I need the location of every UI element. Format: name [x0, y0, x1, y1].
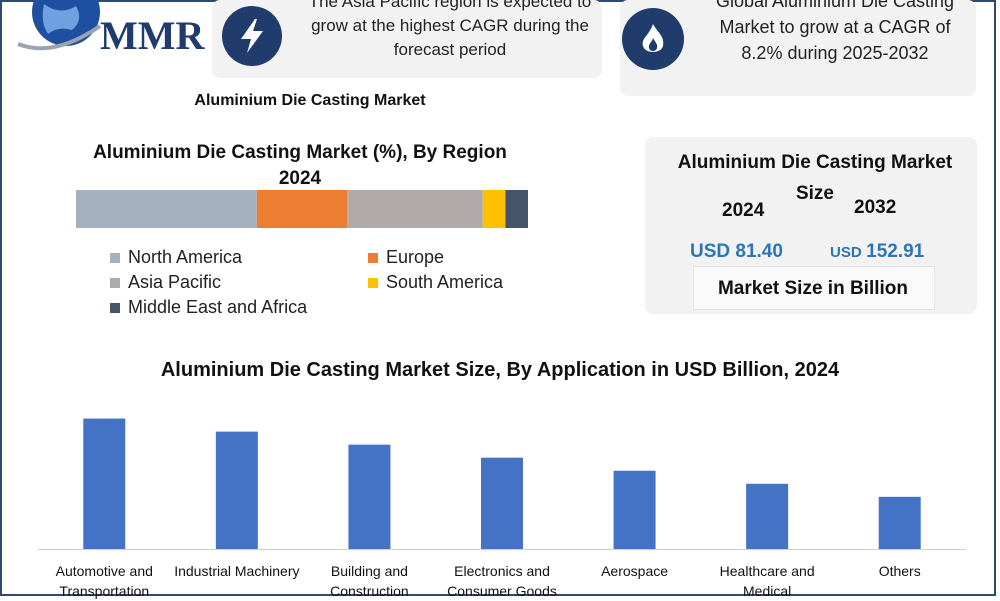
- global-callout-icon-circle: [622, 8, 684, 70]
- legend-item-south-america: South America: [368, 272, 503, 293]
- region-segment-north-america: [76, 190, 257, 228]
- bar-electronics-and-consumer-goods: [481, 457, 523, 549]
- value-2032-prefix: USD: [830, 244, 862, 261]
- legend-label: North America: [128, 247, 243, 267]
- flame-icon: [642, 24, 664, 52]
- market-title: Aluminium Die Casting Market: [194, 92, 426, 109]
- value-2032-wrap: USD 152.91: [830, 241, 924, 263]
- legend-item-europe: Europe: [368, 247, 444, 268]
- category-label: Automotive and Transportation: [55, 563, 153, 599]
- category-label: Industrial Machinery: [174, 563, 300, 579]
- globe-icon: [17, 0, 102, 51]
- asia-callout-icon-circle: [222, 6, 282, 66]
- year-2024-label: 2024: [722, 200, 765, 221]
- logo-text: MMR: [100, 13, 205, 58]
- category-label: Electronics and Consumer Goods: [447, 563, 557, 599]
- bar-others: [878, 496, 921, 549]
- legend-swatch: [368, 277, 378, 288]
- region-segment-europe: [256, 190, 348, 228]
- legend-label: South America: [386, 272, 504, 292]
- legend-swatch: [110, 302, 120, 313]
- lightning-icon: [241, 19, 263, 53]
- bar-building-and-construction: [348, 444, 391, 549]
- region-segment-middle-east-and-africa: [505, 190, 528, 228]
- size-panel-title: Aluminium Die Casting Market: [677, 152, 953, 173]
- unit-label: Market Size in Billion: [717, 278, 909, 299]
- application-chart-title: Aluminium Die Casting Market Size, By Ap…: [160, 359, 840, 381]
- region-stacked-bar-chart: [76, 190, 528, 228]
- region-chart-title: Aluminium Die Casting Market (%), By Reg…: [93, 142, 507, 163]
- value-2032: 152.91: [866, 241, 925, 262]
- region-segment-south-america: [482, 190, 506, 228]
- category-label: Others: [878, 563, 921, 579]
- bar-industrial-machinery: [215, 431, 258, 549]
- global-callout-text: Global Aluminium Die Casting Market to g…: [715, 0, 955, 63]
- bar-healthcare-and-medical: [746, 483, 789, 549]
- region-chart-year: 2024: [278, 168, 322, 189]
- application-bar-chart: [38, 418, 966, 550]
- category-label: Healthcare and Medical: [719, 563, 815, 599]
- legend-label: Asia Pacific: [128, 272, 222, 292]
- category-label: Aerospace: [601, 563, 669, 579]
- bar-aerospace: [613, 470, 656, 549]
- legend-item-north-america: North America: [110, 247, 242, 268]
- legend-label: Europe: [386, 247, 445, 267]
- bar-automotive-and-transportation: [83, 418, 126, 549]
- legend-item-middle-east-and-africa: Middle East and Africa: [110, 297, 307, 318]
- legend-swatch: [110, 277, 120, 288]
- size-panel-title-size: Size: [795, 183, 835, 204]
- legend-swatch: [368, 252, 378, 263]
- category-label: Building and Construction: [330, 563, 409, 599]
- year-2032-label: 2032: [854, 197, 897, 218]
- legend-item-asia-pacific: Asia Pacific: [110, 272, 221, 293]
- unit-label-box: [693, 266, 935, 310]
- value-2024: USD 81.40: [690, 241, 783, 262]
- mmr-logo: MMR: [14, 0, 214, 60]
- region-segment-asia-pacific: [347, 190, 483, 228]
- legend-label: Middle East and Africa: [128, 297, 308, 317]
- legend-swatch: [110, 252, 120, 263]
- asia-callout-text: The Asia Pacific region is expected to g…: [308, 0, 592, 59]
